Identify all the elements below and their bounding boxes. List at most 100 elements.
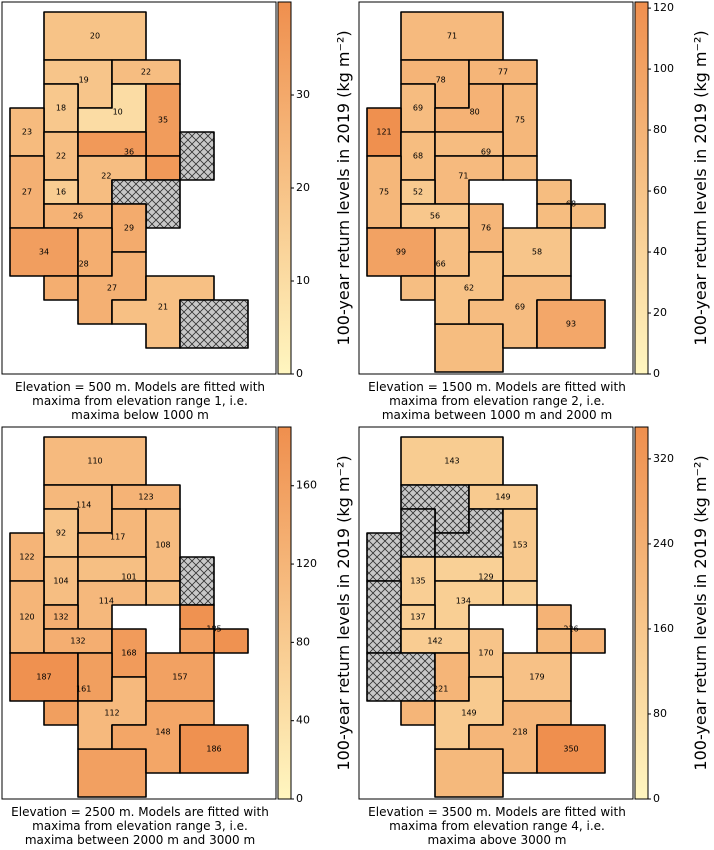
region-value-label: 114 [99, 597, 114, 606]
region-value-label: 123 [138, 493, 153, 502]
massif-region [179, 724, 249, 774]
region-value-label: 104 [53, 577, 68, 586]
colorbar-label: 100-year return levels in 2019 (kg m⁻²) [334, 455, 353, 770]
region-value-label: 161 [76, 685, 91, 694]
colorbar [277, 1, 292, 375]
map-svg: 20 19 22 18 10 35 23 22 36 27 22 16 26 29 34 28 27 21 0 10 2… [1, 1, 353, 380]
region-value-label: 108 [155, 541, 170, 550]
massif-region-hatched [179, 299, 249, 349]
region-value-label: 129 [478, 573, 493, 582]
massif-region-hatched [366, 532, 402, 582]
massif-region [536, 299, 606, 349]
region-value-label: 28 [79, 260, 89, 269]
region-value-label: 134 [456, 597, 471, 606]
map-svg: 1101141239211710812210410112011413218513… [1, 426, 353, 805]
region-value-label: 21 [158, 303, 168, 312]
map-panel-2500m: 1101141239211710812210410112011413218513… [0, 425, 357, 850]
caption-line: maxima from elevation range 1, i.e. [32, 394, 248, 408]
colorbar-label: 100-year return levels in 2019 (kg m⁻²) [334, 30, 353, 345]
region-value-label: 22 [56, 152, 66, 161]
caption-line: maxima between 1000 m and 2000 m [381, 408, 613, 422]
colorbar-tick-label: 80 [653, 123, 667, 136]
region-value-label: 93 [566, 320, 576, 329]
region-value-label: 80 [470, 108, 480, 117]
region-value-label: 62 [464, 284, 474, 293]
panel-caption: Elevation = 3500 m. Models are fitted wi… [357, 805, 637, 847]
region-value-label: 27 [107, 284, 117, 293]
caption-line: Elevation = 500 m. Models are fitted wit… [14, 380, 266, 394]
region-value-label: 71 [447, 32, 457, 41]
map-frame [1, 1, 277, 375]
region-value-label: 36 [124, 148, 134, 157]
region-value-label: 69 [515, 303, 525, 312]
colorbar-tick-label: 40 [653, 245, 667, 258]
caption-line: Elevation = 3500 m. Models are fitted wi… [368, 805, 626, 819]
region-value-label: 23 [22, 128, 32, 137]
region-value-label: 117 [110, 533, 125, 542]
region-value-label: 142 [427, 637, 442, 646]
map-panel-1500m: 7178776980751216869757152685676689966586… [357, 0, 714, 425]
region-value-label: 135 [410, 577, 425, 586]
colorbar-tick-label: 0 [296, 367, 303, 380]
map-svg: 1431491531351291341372261421702082211791… [358, 426, 710, 805]
colorbar-tick-label: 160 [653, 622, 674, 635]
region-value-label: 78 [436, 76, 446, 85]
region-value-label: 112 [104, 709, 119, 718]
region-value-label: 76 [481, 224, 491, 233]
colorbar-label: 100-year return levels in 2019 (kg m⁻²) [691, 455, 710, 770]
region-value-label: 350 [563, 745, 578, 754]
colorbar-tick-label: 320 [653, 452, 674, 465]
colorbar-tick-label: 160 [296, 479, 317, 492]
massif-region [536, 724, 606, 774]
massif-region-hatched [400, 508, 436, 558]
region-value-label: 69 [481, 148, 491, 157]
colorbar-tick-label: 100 [653, 62, 674, 75]
region-value-label: 22 [141, 68, 151, 77]
map-frame [1, 426, 277, 800]
region-value-label: 101 [121, 573, 136, 582]
region-value-label: 19 [79, 76, 89, 85]
region-value-label: 18 [56, 104, 66, 113]
region-value-label: 26 [73, 212, 83, 221]
massif-region [434, 155, 504, 205]
region-value-label: 170 [478, 649, 493, 658]
region-value-label: 99 [396, 248, 406, 257]
colorbar-tick-label: 60 [653, 184, 667, 197]
region-value-label: 168 [121, 649, 136, 658]
caption-line: Elevation = 1500 m. Models are fitted wi… [368, 380, 626, 394]
region-value-label: 114 [76, 501, 91, 510]
region-value-label: 29 [124, 224, 134, 233]
colorbar [277, 426, 292, 800]
region-value-label: 137 [410, 613, 425, 622]
colorbar-tick-label: 0 [653, 367, 660, 380]
colorbar-tick-label: 20 [653, 306, 667, 319]
colorbar-tick-label: 120 [296, 557, 317, 570]
map-frame [358, 426, 634, 800]
region-value-label: 148 [155, 728, 170, 737]
region-value-label: 179 [529, 673, 544, 682]
panel-caption: Elevation = 500 m. Models are fitted wit… [0, 380, 280, 422]
massif-region-hatched [179, 131, 215, 181]
region-value-label: 56 [430, 212, 440, 221]
region-value-label: 69 [413, 104, 423, 113]
colorbar-tick-label: 30 [296, 88, 310, 101]
map-frame [358, 1, 634, 375]
region-value-label: 58 [532, 248, 542, 257]
region-value-label: 149 [461, 709, 476, 718]
massif-region-hatched [366, 652, 436, 702]
caption-line: maxima from elevation range 3, i.e. [32, 819, 248, 833]
region-value-label: 120 [19, 613, 34, 622]
caption-line: maxima below 1000 m [71, 408, 209, 422]
region-value-label: 34 [39, 248, 49, 257]
region-value-label: 68 [413, 152, 423, 161]
region-value-label: 52 [413, 188, 423, 197]
caption-line: maxima from elevation range 4, i.e. [389, 819, 605, 833]
region-value-label: 10 [113, 108, 123, 117]
region-value-label: 16 [56, 188, 66, 197]
region-value-label: 186 [206, 745, 221, 754]
region-value-label: 221 [433, 685, 448, 694]
colorbar-tick-label: 120 [653, 1, 674, 14]
colorbar [634, 1, 649, 375]
colorbar-tick-label: 80 [296, 635, 310, 648]
massif-region-hatched [366, 580, 402, 654]
